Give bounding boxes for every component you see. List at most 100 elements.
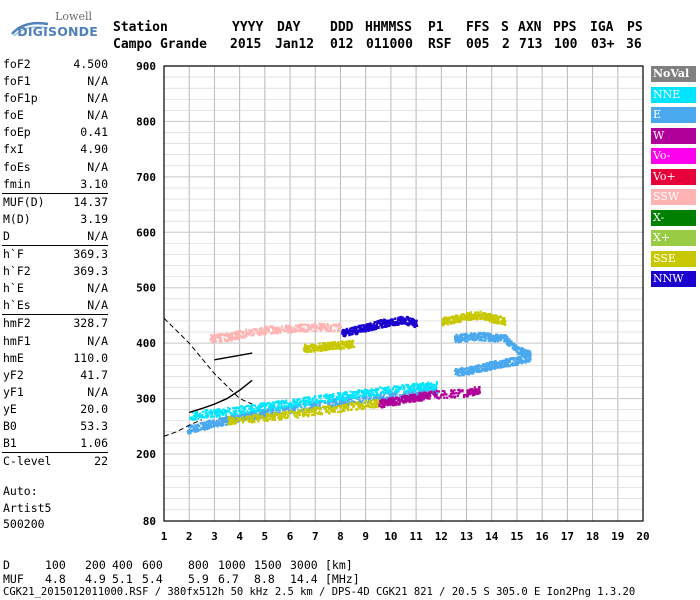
data-point xyxy=(324,408,327,411)
legend-item-vo: Vo- xyxy=(651,148,696,164)
data-point xyxy=(246,404,249,408)
data-point xyxy=(472,366,475,369)
data-point xyxy=(370,406,374,409)
data-point xyxy=(244,414,247,417)
data-point xyxy=(492,335,496,338)
data-point xyxy=(309,349,312,352)
data-point xyxy=(353,330,357,333)
data-point xyxy=(281,408,285,412)
data-point xyxy=(479,366,482,369)
data-point xyxy=(400,400,403,403)
data-point xyxy=(368,324,372,328)
data-point xyxy=(331,398,334,401)
data-point xyxy=(327,402,331,405)
data-point xyxy=(390,403,394,406)
data-point xyxy=(498,336,501,339)
data-point xyxy=(457,320,460,323)
data-point xyxy=(410,394,414,397)
data-point xyxy=(389,401,392,404)
data-point xyxy=(251,412,254,415)
data-point xyxy=(387,399,390,402)
data-point xyxy=(345,396,348,400)
data-point xyxy=(260,411,263,414)
data-point xyxy=(262,402,265,405)
data-point xyxy=(485,362,488,365)
data-point xyxy=(378,386,382,389)
data-point xyxy=(474,311,477,314)
data-point xyxy=(497,334,500,337)
data-point xyxy=(376,392,379,395)
data-point xyxy=(473,368,477,371)
data-point xyxy=(459,374,462,377)
data-point xyxy=(189,431,192,435)
data-point xyxy=(288,324,292,327)
data-point xyxy=(366,402,369,405)
data-point xyxy=(477,335,480,338)
data-point xyxy=(267,327,270,330)
data-point xyxy=(239,418,242,421)
data-point xyxy=(357,330,361,333)
data-point xyxy=(278,327,282,330)
param-name: fxI xyxy=(3,142,24,157)
header-value-1: 2015 xyxy=(230,37,262,52)
data-point xyxy=(443,321,446,325)
data-point xyxy=(462,373,465,377)
data-point xyxy=(331,396,334,399)
data-point xyxy=(231,418,234,421)
data-point xyxy=(271,326,274,330)
data-point xyxy=(361,407,364,411)
data-point xyxy=(261,409,264,412)
data-point xyxy=(217,408,220,411)
data-point xyxy=(337,403,340,406)
data-point xyxy=(215,415,218,418)
data-point xyxy=(319,411,323,414)
data-point xyxy=(324,326,327,329)
data-point xyxy=(417,388,421,391)
data-point xyxy=(193,430,196,433)
data-point xyxy=(409,387,412,390)
data-point xyxy=(252,332,255,336)
data-point xyxy=(196,414,200,417)
data-point xyxy=(218,417,221,420)
data-point xyxy=(495,335,498,338)
data-point xyxy=(482,368,485,371)
param-separator xyxy=(2,245,108,247)
header-label-7: S xyxy=(501,20,509,35)
param-value: 369.3 xyxy=(73,247,108,262)
data-point xyxy=(485,365,488,368)
data-point xyxy=(478,314,481,317)
data-point xyxy=(294,405,297,408)
data-point xyxy=(491,366,494,370)
data-point xyxy=(296,416,299,419)
data-point xyxy=(448,317,451,320)
data-point xyxy=(210,425,213,428)
data-point xyxy=(218,409,221,412)
data-point xyxy=(487,333,491,336)
data-point xyxy=(427,383,430,386)
data-point xyxy=(203,421,206,424)
data-point xyxy=(462,368,465,371)
data-point xyxy=(524,356,527,359)
data-point xyxy=(269,409,272,412)
data-point xyxy=(324,348,328,352)
data-point xyxy=(412,400,415,403)
data-point xyxy=(416,386,419,390)
data-point xyxy=(237,417,240,420)
data-point xyxy=(283,416,286,419)
data-point xyxy=(379,391,383,394)
data-point xyxy=(326,326,329,329)
data-point xyxy=(211,419,214,422)
data-point xyxy=(368,390,372,393)
data-point xyxy=(449,320,453,323)
data-point xyxy=(375,403,378,406)
data-point xyxy=(392,392,395,395)
data-point xyxy=(346,400,349,403)
data-point xyxy=(249,405,252,408)
data-point xyxy=(305,399,308,402)
data-point xyxy=(210,333,213,336)
data-point xyxy=(484,332,487,335)
data-point xyxy=(263,326,266,329)
data-point xyxy=(312,326,315,329)
data-point xyxy=(257,332,261,335)
data-point xyxy=(312,350,315,353)
